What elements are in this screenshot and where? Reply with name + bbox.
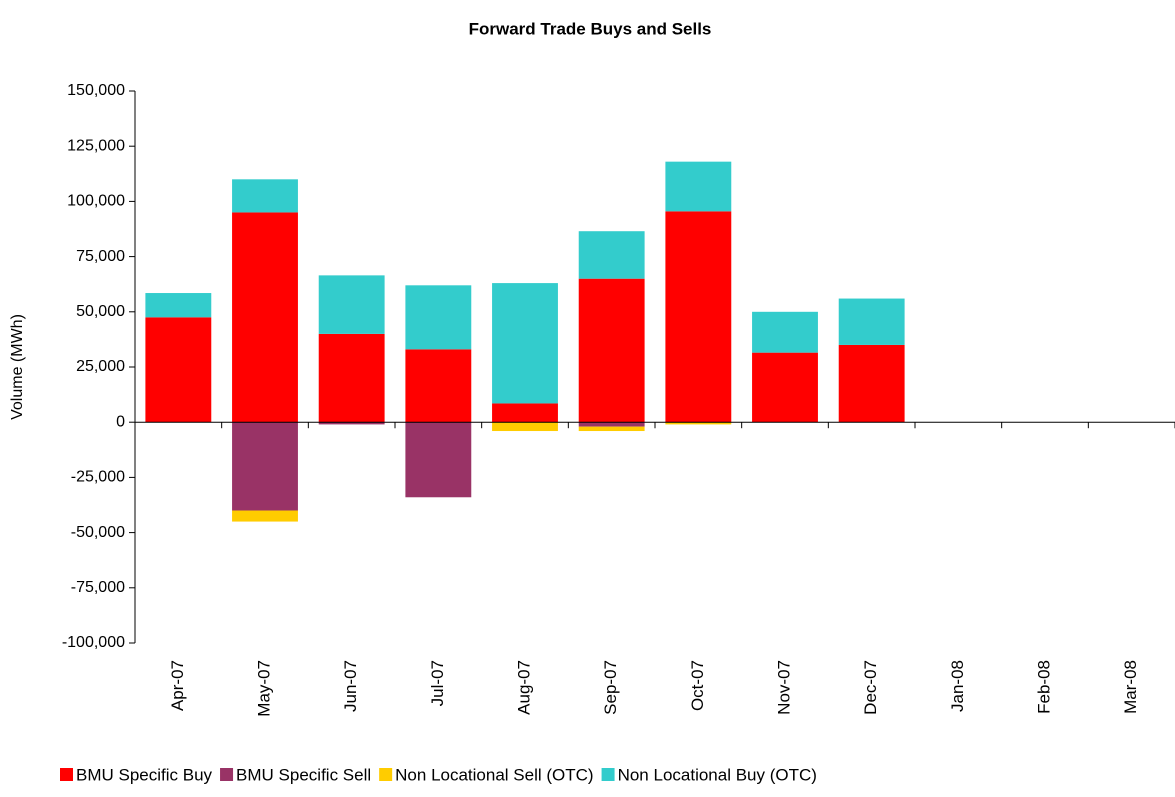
bar	[318, 275, 385, 334]
bar	[405, 422, 472, 498]
x-tick-label: Jun-07	[341, 660, 360, 712]
y-tick-label: 100,000	[67, 193, 125, 210]
bar	[405, 349, 472, 423]
bar	[492, 283, 558, 404]
bar	[752, 352, 818, 423]
bar	[752, 311, 818, 353]
bar	[232, 179, 298, 213]
legend-swatch	[379, 768, 393, 781]
y-tick-label: -100,000	[62, 634, 125, 651]
x-tick-label: May-07	[254, 660, 273, 717]
bar	[145, 293, 212, 318]
y-tick-label: 75,000	[76, 248, 125, 265]
y-tick-label: 125,000	[67, 137, 125, 154]
bar	[665, 211, 732, 423]
x-tick-label: Aug-07	[514, 660, 533, 715]
y-axis-label: Volume (MWh)	[9, 314, 26, 420]
legend-swatch	[60, 768, 73, 781]
x-tick-label: Dec-07	[861, 660, 880, 715]
x-tick-label: Mar-08	[1121, 660, 1140, 714]
x-tick-label: Nov-07	[774, 660, 793, 715]
x-tick-label: Apr-07	[168, 660, 187, 711]
bar	[578, 278, 645, 423]
chart-title: Forward Trade Buys and Sells	[469, 19, 712, 38]
bar	[318, 422, 385, 425]
legend-swatch	[220, 768, 234, 781]
x-tick-label: Oct-07	[688, 660, 707, 711]
y-tick-label: 0	[116, 413, 125, 430]
bar	[232, 212, 298, 423]
x-tick-label: Jan-08	[948, 660, 967, 712]
x-tick-label: Jul-07	[428, 660, 447, 706]
y-tick-label: 50,000	[76, 303, 125, 320]
legend-swatch	[601, 768, 615, 781]
y-tick-label: 150,000	[67, 82, 125, 99]
y-tick-label: 25,000	[76, 358, 125, 375]
bar	[232, 422, 298, 511]
legend-label: BMU Specific Buy	[76, 765, 213, 784]
bar	[838, 344, 905, 423]
x-tick-label: Sep-07	[601, 660, 620, 715]
bar	[145, 317, 212, 423]
y-tick-label: -50,000	[71, 524, 125, 541]
y-tick-label: -25,000	[71, 469, 125, 486]
bar	[492, 403, 558, 423]
y-tick-label: -75,000	[71, 579, 125, 596]
bar	[232, 510, 298, 522]
bar	[405, 285, 472, 350]
bar	[318, 333, 385, 423]
legend-label: BMU Specific Sell	[236, 765, 371, 784]
bar	[578, 426, 645, 432]
legend-label: Non Locational Sell (OTC)	[395, 765, 593, 784]
bar	[665, 422, 732, 425]
bar	[492, 422, 558, 432]
x-tick-label: Feb-08	[1034, 660, 1053, 714]
bar	[578, 231, 645, 279]
bar	[665, 161, 732, 212]
legend-label: Non Locational Buy (OTC)	[618, 765, 817, 784]
bar	[578, 422, 645, 427]
bar	[838, 298, 905, 345]
